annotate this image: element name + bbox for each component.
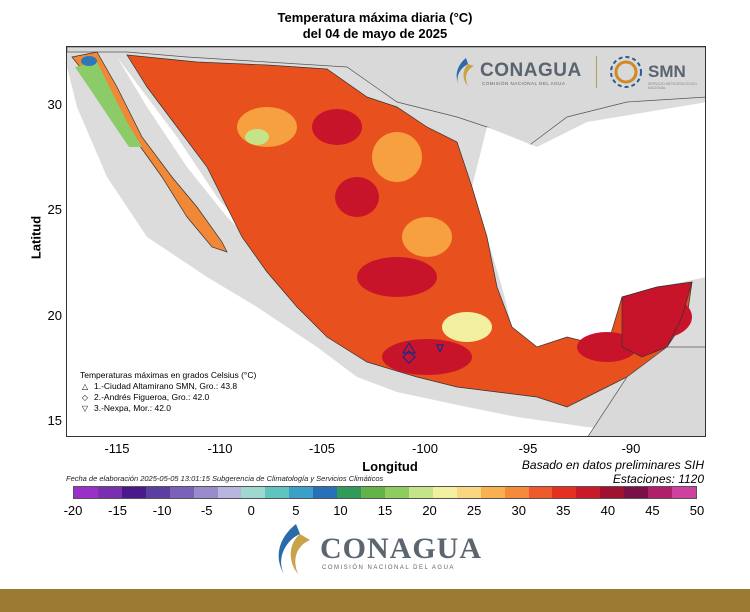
colorbar-swatch — [121, 487, 146, 498]
colorbar-swatch — [384, 487, 409, 498]
colorbar-tick: 30 — [511, 503, 526, 518]
map-canvas — [67, 47, 705, 436]
x-tick-minus100: -100 — [411, 441, 439, 456]
smn-subtitle: SERVICIO METEOROLÓGICO NACIONAL — [648, 82, 697, 90]
legend-title: Temperaturas máximas en grados Celsius (… — [80, 370, 257, 380]
colorbar-swatch — [600, 487, 625, 498]
legend-item-label: 1.-Ciudad Altamirano SMN, Gro.: 43.8 — [94, 381, 238, 391]
triangle-up-icon: △ — [81, 382, 89, 391]
y-tick-20: 20 — [47, 308, 62, 323]
colorbar-swatch — [169, 487, 194, 498]
colorbar-swatch — [456, 487, 481, 498]
colorbar-tick: 5 — [292, 503, 300, 518]
colorbar-tick: 0 — [247, 503, 255, 518]
colorbar-swatch — [74, 487, 98, 498]
diamond-icon: ◇ — [81, 393, 89, 402]
conagua-subtitle: COMISIÓN NACIONAL DEL AGUA — [322, 565, 455, 571]
colorbar-tick: 35 — [556, 503, 571, 518]
y-tick-30: 30 — [47, 97, 62, 112]
colorbar-swatch — [217, 487, 242, 498]
legend-item: ◇ 2.-Andrés Figueroa, Gro.: 42.0 — [80, 392, 256, 403]
title-line-2: del 04 de mayo de 2025 — [302, 26, 448, 41]
conagua-wordmark: CONAGUA — [480, 60, 582, 81]
station-legend: Temperaturas máximas en grados Celsius (… — [80, 370, 256, 414]
footer-logo: CONAGUA COMISIÓN NACIONAL DEL AGUA — [270, 520, 490, 580]
x-tick-minus115: -115 — [104, 441, 130, 456]
x-tick-minus90: -90 — [621, 441, 641, 456]
legend-item-label: 2.-Andrés Figueroa, Gro.: 42.0 — [94, 392, 210, 402]
temperature-map — [66, 46, 706, 437]
temperature-colorbar — [73, 486, 697, 499]
colorbar-tick: -10 — [152, 503, 172, 518]
conagua-subtitle: COMISIÓN NACIONAL DEL AGUA — [482, 81, 566, 86]
smn-wordmark: SMN — [648, 62, 686, 81]
colorbar-swatch — [145, 487, 170, 498]
colorbar-swatch — [672, 487, 696, 498]
colorbar-tick: -20 — [63, 503, 83, 518]
colorbar-swatch — [289, 487, 314, 498]
y-axis-label: Latitud — [28, 215, 44, 260]
y-tick-15: 15 — [47, 413, 62, 428]
colorbar-swatch — [97, 487, 122, 498]
title-line-1: Temperatura máxima diaria (°C) — [277, 10, 473, 25]
y-tick-25: 25 — [47, 202, 62, 217]
x-axis-label: Longitud — [362, 459, 418, 474]
conagua-logo-icon — [278, 524, 310, 574]
colorbar-swatch — [193, 487, 218, 498]
colorbar-swatch — [241, 487, 266, 498]
colorbar-swatch — [624, 487, 649, 498]
data-source-note: Basado en datos preliminares SIH — [521, 458, 704, 472]
colorbar-swatch — [337, 487, 362, 498]
map-title: Temperatura máxima diaria (°C) del 04 de… — [0, 10, 750, 42]
header-logos: CONAGUA COMISIÓN NACIONAL DEL AGUA SMN S… — [452, 52, 702, 92]
colorbar-tick: -15 — [108, 503, 127, 518]
colorbar-tick: 40 — [600, 503, 616, 518]
x-tick-minus110: -110 — [207, 441, 233, 456]
colorbar-swatch — [480, 487, 505, 498]
footer-gold-bar — [0, 589, 750, 612]
conagua-wordmark: CONAGUA — [320, 532, 482, 565]
legend-item: △ 1.-Ciudad Altamirano SMN, Gro.: 43.8 — [80, 381, 256, 392]
colorbar-tick: 10 — [333, 503, 348, 518]
colorbar-swatch — [408, 487, 433, 498]
colorbar-swatch — [361, 487, 385, 498]
colorbar-swatch — [552, 487, 577, 498]
colorbar-tick: 15 — [377, 503, 393, 518]
colorbar-swatch — [576, 487, 601, 498]
x-tick-minus95: -95 — [518, 441, 538, 456]
triangle-down-icon: ▽ — [81, 404, 89, 413]
colorbar-swatch — [265, 487, 290, 498]
conagua-logo-icon — [456, 58, 474, 86]
legend-item-label: 3.-Nexpa, Mor.: 42.0 — [94, 403, 172, 413]
production-date: Fecha de elaboración 2025-05-05 13:01:15… — [66, 474, 384, 483]
colorbar-tick: 25 — [466, 503, 482, 518]
station-count: Estaciones: 1120 — [612, 472, 704, 486]
x-tick-minus105: -105 — [308, 441, 336, 456]
colorbar-tick: 50 — [689, 503, 705, 518]
legend-item: ▽ 3.-Nexpa, Mor.: 42.0 — [80, 403, 256, 414]
colorbar-swatch — [528, 487, 553, 498]
colorbar-tick: 45 — [645, 503, 660, 518]
colorbar-tick: 20 — [422, 503, 437, 518]
colorbar-swatch — [504, 487, 529, 498]
colorbar-swatch — [313, 487, 338, 498]
colorbar-swatch — [648, 487, 673, 498]
smn-logo-icon — [610, 56, 642, 88]
colorbar-tick: -5 — [200, 503, 213, 518]
logo-divider — [596, 56, 597, 88]
colorbar-swatch — [432, 487, 457, 498]
